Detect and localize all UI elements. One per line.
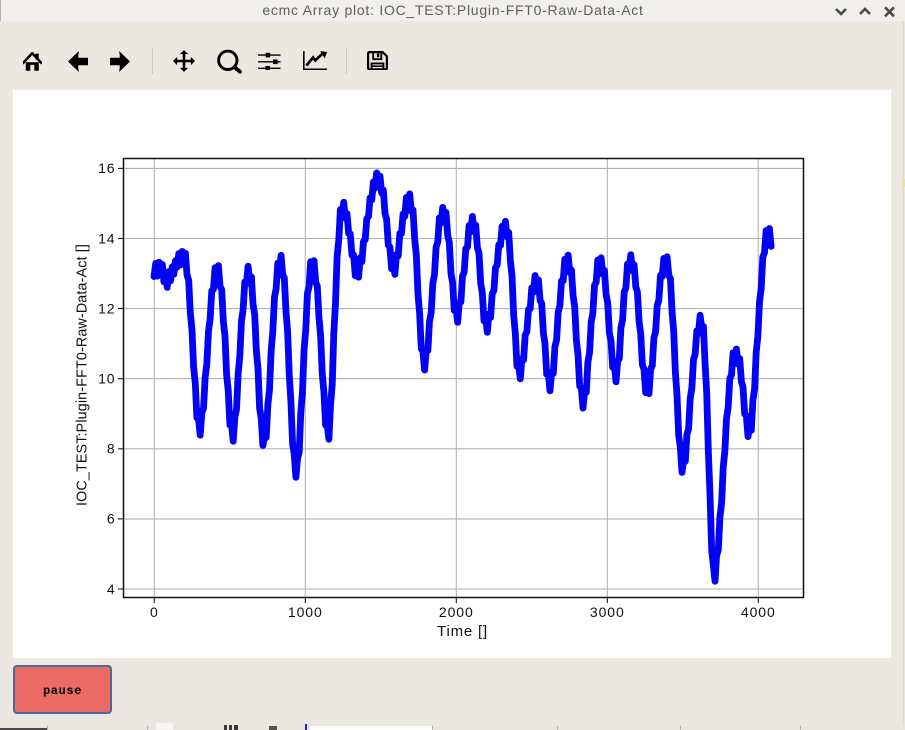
svg-text:IOC_TEST:Plugin-FFT0-Raw-Data-: IOC_TEST:Plugin-FFT0-Raw-Data-Act []	[75, 244, 91, 506]
svg-text:0: 0	[150, 604, 159, 620]
svg-text:8: 8	[107, 441, 116, 457]
svg-text:10: 10	[98, 371, 115, 387]
svg-text:1000: 1000	[288, 604, 323, 620]
svg-text:14: 14	[98, 230, 115, 246]
svg-text:16: 16	[98, 160, 115, 176]
svg-text:12: 12	[98, 300, 115, 316]
svg-text:2000: 2000	[439, 604, 474, 620]
svg-text:6: 6	[107, 511, 116, 527]
svg-text:Time []: Time []	[437, 623, 488, 640]
svg-text:4000: 4000	[741, 604, 776, 620]
svg-text:3000: 3000	[590, 604, 625, 620]
svg-text:4: 4	[107, 581, 116, 597]
